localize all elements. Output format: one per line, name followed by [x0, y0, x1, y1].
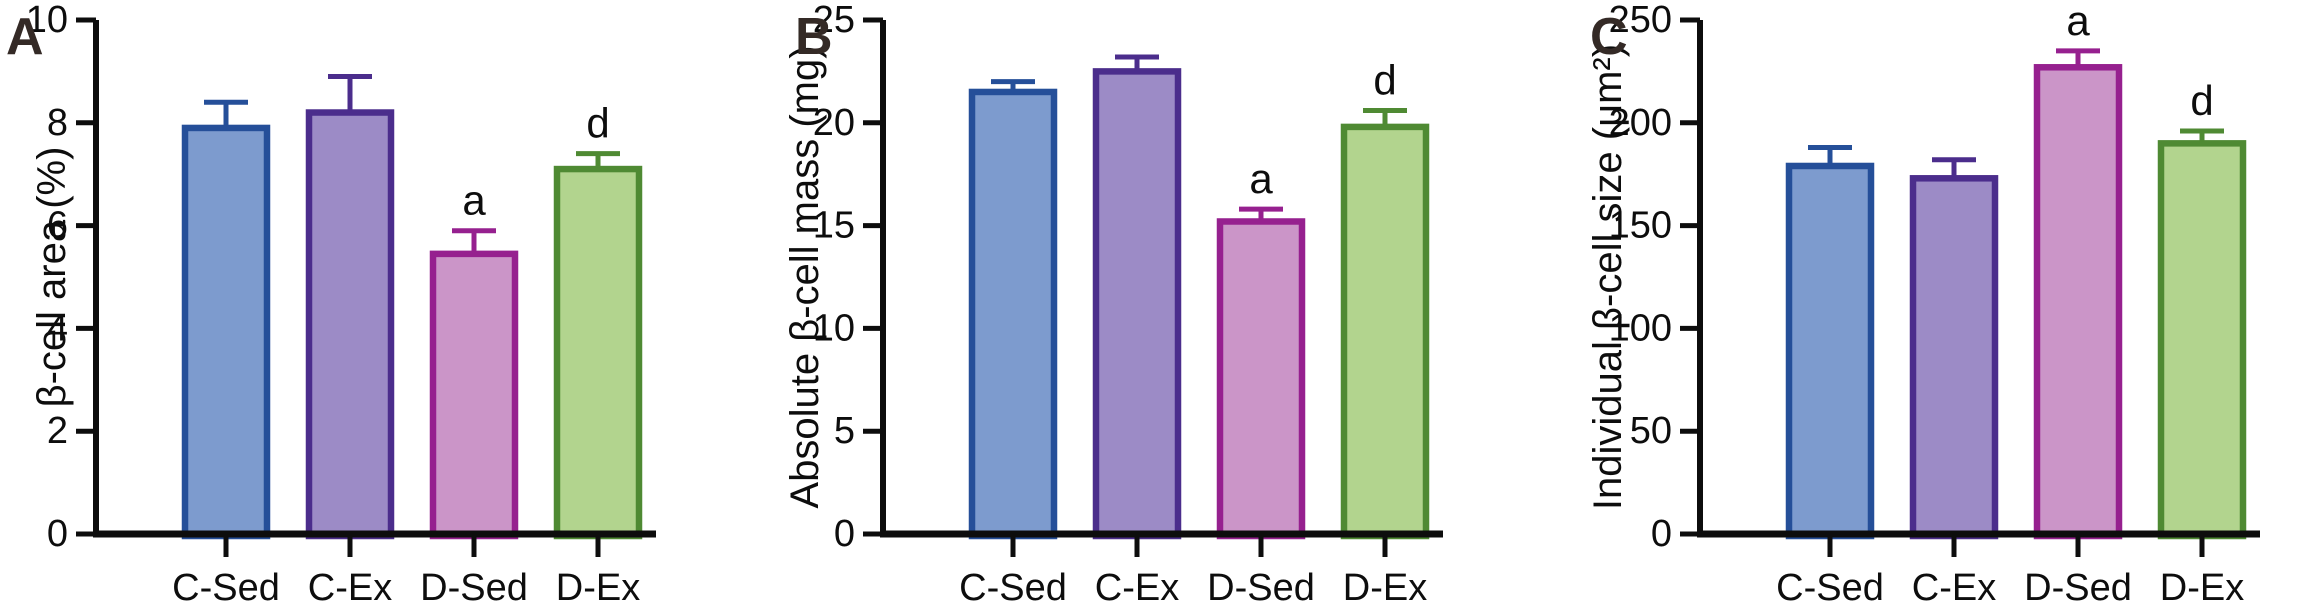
- bar-c-sed: [968, 88, 1058, 540]
- y-tick-label: 15: [813, 205, 855, 247]
- y-tick-label: 0: [834, 513, 855, 555]
- significance-label-d-sed: a: [1249, 155, 1273, 202]
- bar-d-sed: [2033, 64, 2123, 540]
- y-tick-label: 6: [47, 205, 68, 247]
- x-category-label: C-Sed: [1776, 567, 1884, 609]
- y-tick-label: 50: [1630, 410, 1672, 452]
- panel-letter: C: [1590, 8, 1628, 66]
- chart-panel-b: a d 0 5 10 15 20 25 C-Sed C-Ex D-Sed D-Ex Absolute β…: [783, 0, 1443, 609]
- significance-label-d-ex: d: [2190, 77, 2213, 124]
- y-tick-label: 20: [813, 102, 855, 144]
- bar-d-ex: [1340, 123, 1430, 540]
- significance-label-d-sed: a: [462, 177, 486, 224]
- y-tick-label: 100: [1609, 307, 1672, 349]
- significance-label-d-sed: a: [2066, 0, 2090, 44]
- bar-d-sed: [429, 250, 519, 540]
- chart-panel-c: a d 0 50 100 150 200 250 C-Sed C-Ex D-Sed D-Ex Indiv…: [1586, 0, 2260, 609]
- x-category-label: D-Sed: [420, 567, 528, 609]
- y-tick-label: 25: [813, 0, 855, 41]
- panel-letter: A: [6, 8, 44, 66]
- x-category-label: D-Sed: [1207, 567, 1315, 609]
- x-category-label: D-Sed: [2024, 567, 2132, 609]
- x-category-label: D-Ex: [2160, 567, 2244, 609]
- bar-d-sed: [1216, 218, 1306, 540]
- y-axis-label: Absolute β-cell mass (mg): [783, 45, 827, 508]
- x-category-label: C-Sed: [172, 567, 280, 609]
- y-tick-label: 2: [47, 410, 68, 452]
- bar-c-ex: [1092, 68, 1182, 540]
- panel-a: a d 0 2 4 6 8 10 C-Sed C-Ex D-Sed D-Ex β-cell area (…: [0, 0, 771, 613]
- panel-b: a d 0 5 10 15 20 25 C-Sed C-Ex D-Sed D-Ex Absolute β…: [771, 0, 1542, 613]
- x-category-label: D-Ex: [556, 567, 640, 609]
- significance-label-d-ex: d: [586, 100, 609, 147]
- bar-c-ex: [1909, 175, 1999, 540]
- x-category-label: C-Ex: [1095, 567, 1179, 609]
- y-tick-label: 200: [1609, 102, 1672, 144]
- y-axis-label: β-cell area (%): [30, 147, 74, 408]
- x-category-label: D-Ex: [1343, 567, 1427, 609]
- y-tick-label: 4: [47, 307, 68, 349]
- bar-d-ex: [2157, 140, 2247, 540]
- y-tick-label: 8: [47, 102, 68, 144]
- y-tick-label: 150: [1609, 205, 1672, 247]
- y-tick-label: 0: [1651, 513, 1672, 555]
- x-category-label: C-Ex: [1912, 567, 1996, 609]
- bar-c-sed: [181, 124, 271, 540]
- significance-label-d-ex: d: [1373, 56, 1396, 103]
- y-axis-label: Individual β-cell size (μm²): [1586, 44, 1630, 510]
- y-tick-label: 0: [47, 513, 68, 555]
- bar-c-ex: [305, 109, 395, 540]
- bar-c-sed: [1785, 162, 1875, 540]
- x-category-label: C-Ex: [308, 567, 392, 609]
- y-tick-label: 10: [26, 0, 68, 41]
- panel-letter: B: [795, 8, 833, 66]
- chart-panel-a: a d 0 2 4 6 8 10 C-Sed C-Ex D-Sed D-Ex β-cell area (…: [6, 0, 656, 609]
- panel-c: a d 0 50 100 150 200 250 C-Sed C-Ex D-Sed D-Ex Indiv…: [1542, 0, 2313, 613]
- y-tick-label: 5: [834, 410, 855, 452]
- bar-d-ex: [553, 165, 643, 540]
- y-tick-label: 10: [813, 307, 855, 349]
- x-category-label: C-Sed: [959, 567, 1067, 609]
- y-tick-label: 250: [1609, 0, 1672, 41]
